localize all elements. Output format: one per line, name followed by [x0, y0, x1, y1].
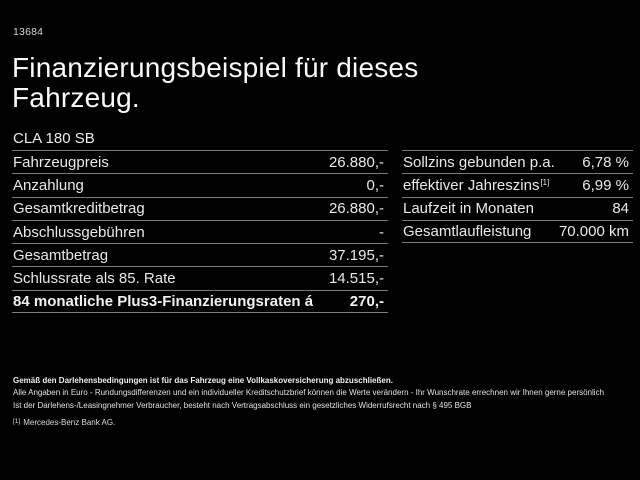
finance-row: Fahrzeugpreis 26.880,-	[12, 150, 388, 173]
finance-row: Schlussrate als 85. Rate 14.515,-	[12, 266, 388, 289]
vehicle-model-label: CLA 180 SB	[13, 130, 95, 147]
footer-insurance-note: Gemäß den Darlehensbedingungen ist für d…	[13, 376, 393, 385]
finance-row-label: Anzahlung	[13, 176, 84, 194]
finance-row: Anzahlung 0,-	[12, 173, 388, 196]
rate-row-label: Sollzins gebunden p.a.	[403, 153, 555, 171]
finance-row: Abschlussgebühren -	[12, 219, 388, 243]
footer-disclaimer-2: Ist der Darlehens-/Leasingnehmer Verbrau…	[13, 400, 472, 410]
rate-row-value: 70.000 km	[558, 223, 629, 241]
finance-row-value: 37.195,-	[328, 246, 384, 264]
footer-disclaimers: Gemäß den Darlehensbedingungen ist für d…	[13, 375, 635, 412]
finance-row: Gesamtbetrag 37.195,-	[12, 243, 388, 266]
finance-row-label: Gesamtbetrag	[13, 246, 109, 264]
footer-disclaimer-1: Alle Angaben in Euro - Rundungsdifferenz…	[13, 388, 605, 398]
finance-row-monthly-rate: 84 monatliche Plus3-Finanzierungsraten á…	[12, 289, 388, 314]
rate-row: effektiver Jahreszins[1] 6,99 %	[402, 173, 633, 196]
rate-row-value: 84	[612, 200, 629, 218]
rate-row-label: Laufzeit in Monaten	[403, 200, 534, 218]
finance-row: Gesamtkreditbetrag 26.880,-	[12, 196, 388, 220]
finance-row-value: 270,-	[349, 292, 384, 310]
finance-row-label: Abschlussgebühren	[13, 223, 145, 241]
finance-row-value: -	[379, 223, 384, 241]
rate-row-label: Gesamtlaufleistung	[403, 223, 532, 241]
rate-row-value: 6,78 %	[582, 153, 629, 171]
finance-row-value: 14.515,-	[328, 270, 384, 288]
finance-row-value: 26.880,-	[328, 153, 384, 171]
finance-row-value: 26.880,-	[328, 200, 384, 218]
rate-row: Laufzeit in Monaten 84	[402, 196, 633, 220]
page-title: Finanzierungsbeispiel für dieses Fahrzeu…	[12, 52, 419, 113]
footnote-marker: [1]	[13, 418, 21, 425]
finance-row-label: Gesamtkreditbetrag	[13, 200, 145, 218]
rate-row-value: 6,99 %	[582, 176, 629, 194]
finance-row-label: 84 monatliche Plus3-Finanzierungsraten á	[13, 292, 314, 310]
rates-table: Sollzins gebunden p.a. 6,78 % effektiver…	[402, 150, 633, 244]
footnote-text: Mercedes-Benz Bank AG.	[23, 418, 116, 427]
finance-row-label: Fahrzeugpreis	[13, 153, 109, 171]
footnote: [1] Mercedes-Benz Bank AG.	[13, 418, 115, 427]
rate-row-label: effektiver Jahreszins	[403, 176, 540, 194]
finance-row-value: 0,-	[366, 176, 384, 194]
rate-row: Sollzins gebunden p.a. 6,78 %	[402, 150, 633, 173]
finance-row-label: Schlussrate als 85. Rate	[13, 270, 176, 288]
ref-number: 13684	[13, 26, 44, 38]
finance-table: Fahrzeugpreis 26.880,- Anzahlung 0,- Ges…	[12, 150, 388, 314]
rate-row: Gesamtlaufleistung 70.000 km	[402, 219, 633, 244]
footnote-marker-sup: [1]	[540, 177, 550, 187]
